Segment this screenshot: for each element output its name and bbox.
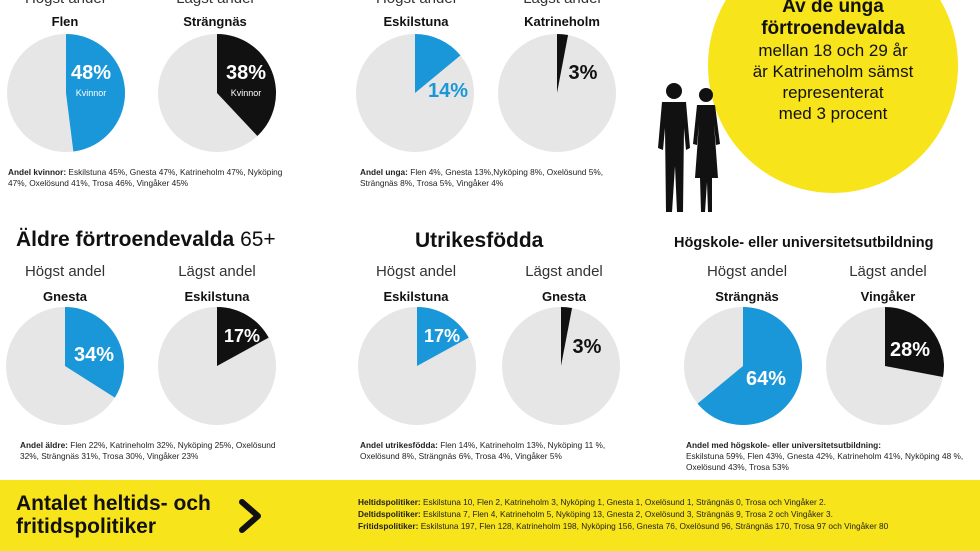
- muni-high-hogskola: Strängnäs: [715, 289, 779, 304]
- band-row-text-heltid: Eskilstuna 10, Flen 2, Katrineholm 3, Ny…: [423, 497, 826, 507]
- sub-low-kvinnor: Kvinnor: [230, 88, 262, 98]
- header-low-unga: Lägst andel: [512, 0, 612, 7]
- band-row-lead-deltid: Deltidspolitiker:: [358, 509, 421, 519]
- pie-slice-flen: [66, 34, 125, 152]
- pie-high-utrikes: [358, 307, 476, 425]
- muni-high-kvinnor: Flen: [51, 14, 79, 29]
- note-utrikes: Andel utrikesfödda: Flen 14%, Katrinehol…: [360, 440, 625, 462]
- pie-slice-katrineholm: [557, 34, 569, 93]
- pie-slice-strängnäs: [217, 34, 276, 137]
- band-rows: Heltidspolitiker: Eskilstuna 10, Flen 2,…: [358, 496, 968, 532]
- pie-slice-eskilstuna: [415, 34, 461, 93]
- bubble-title-2: förtroendevalda: [761, 18, 905, 39]
- band-title-1: Antalet heltids- och: [16, 492, 211, 515]
- pct-high-aldre: 34%: [73, 344, 115, 366]
- pie-slice-gnesta: [65, 307, 124, 398]
- note-text-hogskola: Eskilstuna 59%, Flen 43%, Gnesta 42%, Ka…: [686, 451, 964, 472]
- pct-high-unga: 14%: [427, 80, 469, 102]
- section-title-older: Äldre förtroendevalda 65+: [16, 228, 276, 252]
- pct-high-utrikes: 17%: [423, 326, 461, 346]
- note-text-kvinnor: Eskilstuna 45%, Gnesta 47%, Katrineholm …: [8, 167, 283, 188]
- header-high-hogskola: Högst andel: [706, 263, 788, 280]
- pie-slice-strängnäs: [697, 307, 802, 425]
- section-title-edu: Högskole- eller universitetsutbildning: [674, 235, 934, 251]
- band-row-lead-heltid: Heltidspolitiker:: [358, 497, 421, 507]
- band-row-fritid: Fritidspolitiker: Eskilstuna 197, Flen 1…: [358, 520, 968, 532]
- older-title: Äldre förtroendevalda: [16, 228, 235, 251]
- muni-high-utrikes: Eskilstuna: [383, 289, 449, 304]
- pie-slice-vingåker: [885, 307, 944, 378]
- bubble-line-4: med 3 procent: [778, 104, 888, 123]
- pie-high-hogskola: [684, 307, 802, 425]
- band-row-heltid: Heltidspolitiker: Eskilstuna 10, Flen 2,…: [358, 496, 968, 508]
- note-text-utrikes: Flen 14%, Katrineholm 13%, Nyköping 11 %…: [360, 440, 606, 461]
- muni-high-aldre: Gnesta: [42, 289, 88, 304]
- header-high-unga: Högst andel: [366, 0, 466, 7]
- muni-low-aldre: Eskilstuna: [184, 289, 250, 304]
- pct-low-aldre: 17%: [223, 326, 261, 346]
- muni-low-unga: Katrineholm: [524, 14, 600, 29]
- pct-low-unga: 3%: [568, 62, 598, 84]
- header-low-utrikes: Lägst andel: [525, 263, 603, 280]
- note-unga: Andel unga: Flen 4%, Gnesta 13%,Nyköping…: [360, 167, 630, 189]
- pie-high-aldre: [6, 307, 124, 425]
- bubble-line-2: är Katrineholm sämst: [752, 62, 914, 81]
- pie-low-utrikes: [502, 307, 620, 425]
- bubble-title-1: Av de unga: [782, 0, 884, 17]
- band-title-2: fritidspolitiker: [16, 515, 157, 538]
- pie-slice-gnesta: [561, 307, 573, 366]
- note-lead-unga: Andel unga:: [360, 167, 408, 177]
- muni-low-hogskola: Vingåker: [860, 289, 916, 304]
- pie-low-hogskola: [826, 307, 944, 425]
- people-silhouette-icon: [658, 83, 720, 212]
- header-low-kvinnor: Lägst andel: [165, 0, 265, 7]
- note-text-unga: Flen 4%, Gnesta 13%,Nyköping 8%, Oxelösu…: [360, 167, 604, 188]
- pie-low-unga: [498, 34, 616, 152]
- chevron-right-icon: [239, 499, 261, 533]
- muni-high-unga: Eskilstuna: [383, 14, 449, 29]
- politicians-band: Antalet heltids- och fritidspolitiker He…: [0, 480, 980, 551]
- band-row-deltid: Deltidspolitiker: Eskilstuna 7, Flen 4, …: [358, 508, 968, 520]
- band-title: Antalet heltids- och fritidspolitiker: [16, 492, 211, 538]
- note-text-aldre: Flen 22%, Katrineholm 32%, Nyköping 25%,…: [20, 440, 276, 461]
- pie-high-unga: [356, 34, 474, 152]
- section-title-foreign: Utrikesfödda: [415, 229, 544, 252]
- note-lead-aldre: Andel äldre:: [20, 440, 68, 450]
- pct-low-utrikes: 3%: [572, 336, 602, 358]
- header-high-kvinnor: Högst andel: [15, 0, 115, 7]
- bubble-text: Av de unga förtroendevalda mellan 18 och…: [708, 0, 958, 124]
- header-low-hogskola: Lägst andel: [849, 263, 927, 280]
- header-low-aldre: Lägst andel: [178, 263, 256, 280]
- note-hogskola: Andel med högskole- eller universitetsut…: [686, 440, 972, 473]
- pie-low-kvinnor: [158, 34, 276, 152]
- band-row-text-fritid: Eskilstuna 197, Flen 128, Katrineholm 19…: [420, 521, 889, 531]
- note-lead-utrikes: Andel utrikesfödda:: [360, 440, 438, 450]
- note-aldre: Andel äldre: Flen 22%, Katrineholm 32%, …: [20, 440, 280, 462]
- pct-high-kvinnor: 48%: [70, 62, 112, 84]
- pct-high-hogskola: 64%: [745, 368, 787, 390]
- older-suffix: 65+: [240, 228, 276, 251]
- band-row-lead-fritid: Fritidspolitiker:: [358, 521, 419, 531]
- sub-high-kvinnor: Kvinnor: [75, 88, 107, 98]
- pie-slice-eskilstuna: [417, 307, 469, 366]
- note-lead-hogskola: Andel med högskole- eller universitetsut…: [686, 440, 882, 450]
- muni-low-kvinnor: Strängnäs: [183, 14, 247, 29]
- bubble-line-1: mellan 18 och 29 år: [758, 41, 908, 60]
- muni-low-utrikes: Gnesta: [541, 289, 587, 304]
- pie-low-aldre: [158, 307, 276, 425]
- header-high-aldre: Högst andel: [24, 263, 106, 280]
- pie-high-kvinnor: [7, 34, 125, 152]
- pie-slice-eskilstuna: [217, 307, 269, 366]
- bubble-line-3: representerat: [782, 83, 884, 102]
- note-kvinnor: Andel kvinnor: Eskilstuna 45%, Gnesta 47…: [8, 167, 288, 189]
- header-high-utrikes: Högst andel: [375, 263, 457, 280]
- pct-low-hogskola: 28%: [889, 339, 931, 361]
- pct-low-kvinnor: 38%: [225, 62, 267, 84]
- band-row-text-deltid: Eskilstuna 7, Flen 4, Katrineholm 5, Nyk…: [423, 509, 833, 519]
- note-lead-kvinnor: Andel kvinnor:: [8, 167, 67, 177]
